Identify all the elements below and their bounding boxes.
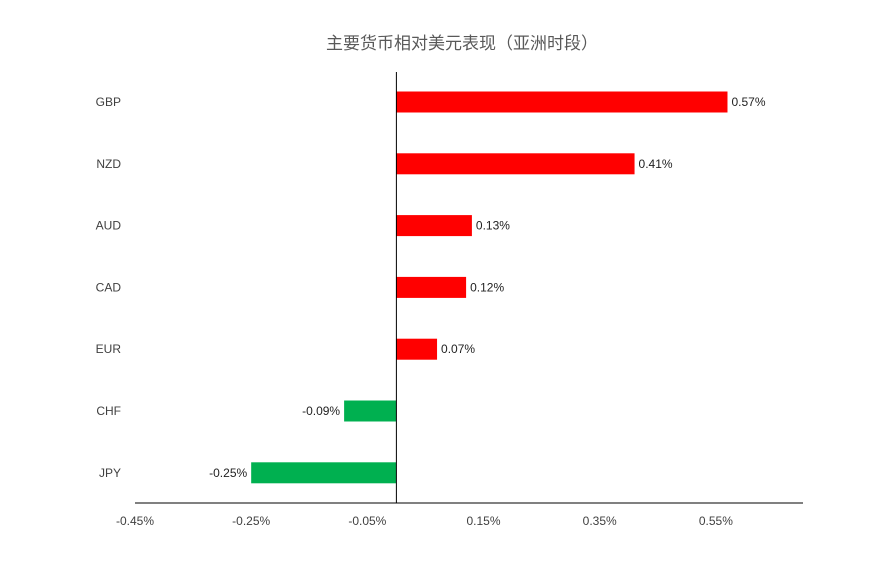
bar-chf	[344, 400, 397, 422]
category-label-nzd: NZD	[96, 157, 121, 171]
data-labels: 0.57% 0.41% 0.13% 0.12% 0.07% -0.09% -0.25%	[209, 95, 766, 480]
x-tick-label: 0.15%	[467, 514, 501, 528]
category-labels: GBP NZD AUD CAD EUR CHF JPY	[96, 95, 122, 480]
data-label-cad: 0.12%	[470, 280, 504, 294]
category-label-eur: EUR	[96, 342, 122, 356]
x-tick-label: 0.55%	[699, 514, 733, 528]
category-label-chf: CHF	[96, 404, 121, 418]
bar-cad	[396, 276, 467, 298]
data-label-nzd: 0.41%	[639, 157, 673, 171]
category-label-aud: AUD	[96, 219, 122, 233]
x-axis-tick-labels: -0.45% -0.25% -0.05% 0.15% 0.35% 0.55%	[116, 514, 733, 528]
data-label-eur: 0.07%	[441, 342, 475, 356]
data-label-chf: -0.09%	[302, 404, 340, 418]
category-label-gbp: GBP	[96, 95, 121, 109]
x-tick-label: 0.35%	[583, 514, 617, 528]
data-label-gbp: 0.57%	[731, 95, 765, 109]
x-tick-label: -0.25%	[232, 514, 270, 528]
data-label-jpy: -0.25%	[209, 466, 247, 480]
category-label-jpy: JPY	[99, 466, 121, 480]
bar-eur	[396, 338, 438, 360]
bars-group	[251, 91, 728, 484]
x-tick-label: -0.45%	[116, 514, 154, 528]
bar-jpy	[251, 462, 397, 484]
chart-title: 主要货币相对美元表现（亚洲时段）	[326, 34, 598, 54]
x-tick-label: -0.05%	[348, 514, 386, 528]
data-label-aud: 0.13%	[476, 219, 510, 233]
bar-gbp	[396, 91, 728, 113]
bar-nzd	[396, 153, 635, 175]
bar-aud	[396, 215, 472, 237]
category-label-cad: CAD	[96, 280, 122, 294]
